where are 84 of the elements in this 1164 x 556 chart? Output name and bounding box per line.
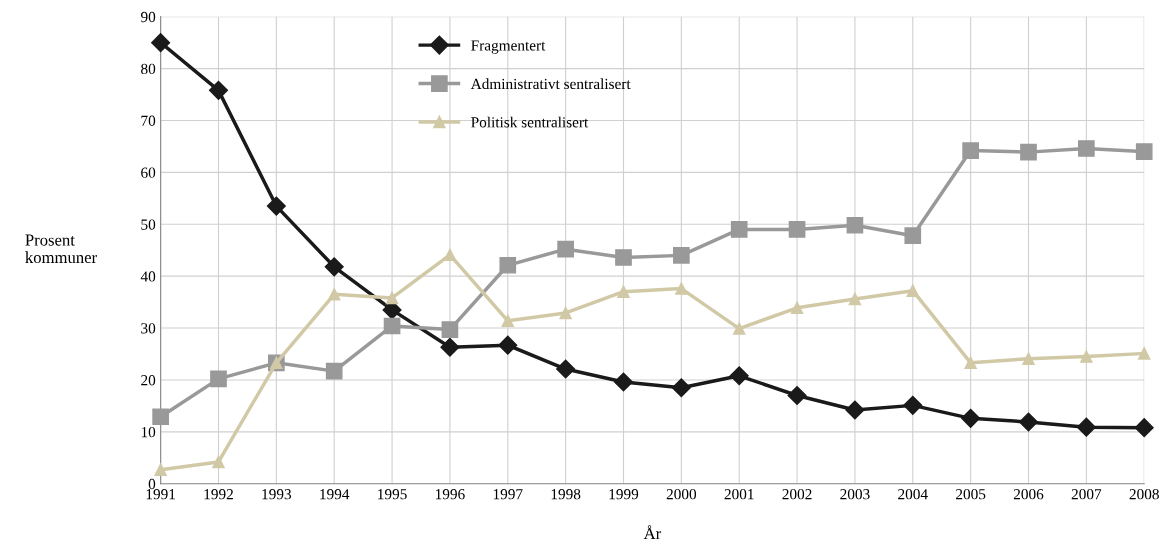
x-tick-label: 2004 bbox=[898, 489, 928, 500]
point bbox=[210, 370, 227, 388]
y-tick-label: 0 bbox=[148, 478, 156, 490]
point bbox=[557, 240, 574, 258]
point bbox=[964, 356, 977, 370]
y-tick-label: 10 bbox=[141, 426, 156, 438]
x-tick-label: 1997 bbox=[493, 489, 523, 500]
point bbox=[904, 227, 922, 245]
point bbox=[1135, 143, 1153, 160]
point bbox=[671, 378, 691, 398]
point bbox=[1020, 143, 1037, 161]
point bbox=[848, 292, 862, 306]
x-tick-label: 2002 bbox=[782, 489, 812, 500]
point bbox=[559, 306, 572, 320]
point bbox=[154, 463, 167, 476]
x-tick-label: 1992 bbox=[204, 489, 233, 500]
point bbox=[788, 221, 806, 238]
x-tick-label: 1994 bbox=[320, 489, 350, 500]
x-tick-label: 2005 bbox=[956, 489, 986, 500]
y-tick-label: 20 bbox=[141, 375, 156, 386]
x-tick-label: 1991 bbox=[146, 489, 175, 500]
point bbox=[440, 337, 460, 357]
point bbox=[1134, 418, 1154, 438]
y-tick-label: 90 bbox=[140, 11, 156, 23]
point bbox=[903, 395, 923, 415]
x-axis-title: År bbox=[643, 525, 662, 539]
point bbox=[613, 372, 634, 392]
point bbox=[266, 196, 286, 216]
point bbox=[151, 33, 171, 53]
point bbox=[1078, 140, 1095, 157]
point bbox=[732, 322, 746, 335]
point bbox=[1137, 347, 1151, 360]
point bbox=[845, 400, 865, 420]
point bbox=[441, 321, 459, 338]
legend-label: Administrativt sentralisert bbox=[470, 78, 631, 90]
y-tick-label: 70 bbox=[141, 115, 156, 126]
y-tick-label: 80 bbox=[141, 63, 156, 75]
point bbox=[498, 335, 518, 355]
y-tick-label: 60 bbox=[141, 167, 156, 178]
point bbox=[846, 216, 864, 234]
point bbox=[962, 142, 979, 159]
y-axis-title: Prosent kommuner bbox=[25, 234, 97, 264]
point bbox=[1018, 412, 1039, 432]
point bbox=[1080, 350, 1093, 363]
point bbox=[208, 80, 229, 100]
point bbox=[906, 284, 920, 297]
point bbox=[729, 366, 749, 386]
legend-label: Fragmentert bbox=[471, 40, 546, 54]
x-tick-label: 2003 bbox=[840, 489, 870, 500]
x-tick-label: 1993 bbox=[262, 489, 292, 500]
point bbox=[730, 221, 748, 238]
x-tick-label: 1999 bbox=[609, 489, 639, 500]
point bbox=[617, 285, 630, 298]
x-tick-label: 1995 bbox=[378, 489, 407, 500]
point bbox=[383, 317, 401, 335]
point bbox=[501, 314, 515, 328]
point bbox=[1022, 352, 1035, 365]
point bbox=[212, 455, 225, 469]
x-tick-label: 1998 bbox=[551, 489, 581, 500]
point bbox=[790, 301, 804, 315]
x-tick-label: 2000 bbox=[666, 489, 697, 500]
point bbox=[1076, 417, 1096, 437]
point bbox=[324, 257, 344, 277]
point bbox=[152, 408, 169, 426]
y-tick-label: 50 bbox=[141, 219, 156, 230]
point bbox=[499, 256, 517, 274]
point bbox=[961, 408, 981, 428]
point bbox=[325, 362, 343, 380]
point bbox=[556, 359, 576, 379]
legend-label: Politisk sentralisert bbox=[471, 116, 589, 128]
point bbox=[675, 282, 688, 295]
y-tick-label: 30 bbox=[141, 323, 156, 334]
point bbox=[443, 248, 457, 262]
point bbox=[787, 385, 807, 406]
x-tick-label: 2001 bbox=[724, 489, 754, 500]
x-tick-label: 2006 bbox=[1013, 489, 1044, 500]
x-tick-label: 1996 bbox=[435, 489, 465, 500]
x-tick-label: 2007 bbox=[1071, 489, 1102, 500]
x-tick-label: 2008 bbox=[1129, 489, 1159, 500]
point bbox=[673, 247, 690, 264]
point bbox=[385, 291, 399, 305]
point bbox=[327, 288, 341, 301]
point bbox=[615, 249, 632, 266]
y-tick-label: 40 bbox=[140, 271, 156, 282]
